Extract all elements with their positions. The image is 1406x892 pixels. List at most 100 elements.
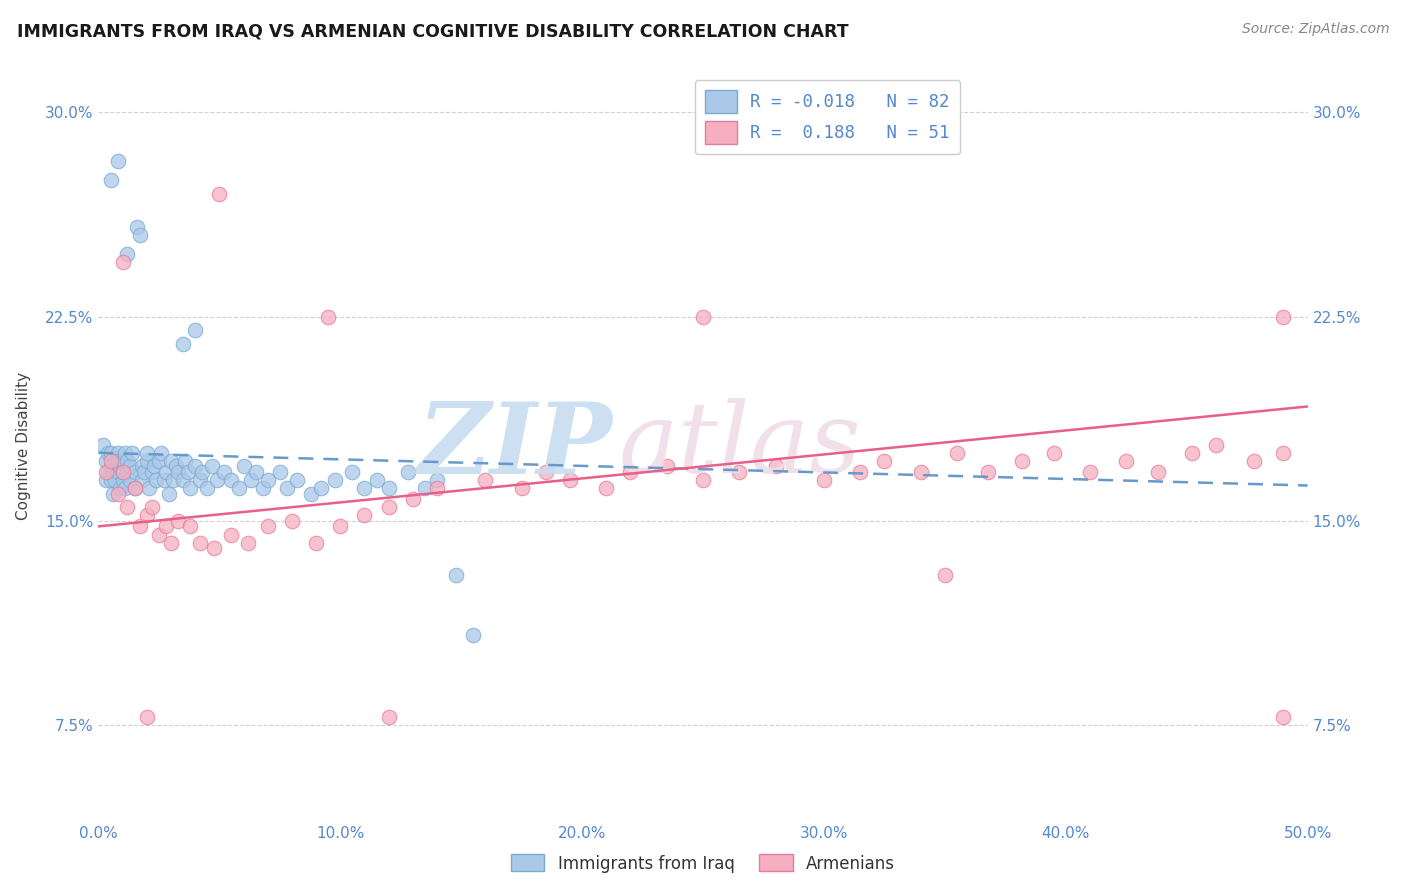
Point bbox=[108, 459, 131, 474]
Point bbox=[413, 481, 436, 495]
Point bbox=[148, 527, 170, 541]
Point bbox=[160, 454, 183, 468]
Point bbox=[91, 437, 114, 451]
Point bbox=[167, 514, 190, 528]
Point bbox=[155, 519, 177, 533]
Point bbox=[157, 486, 180, 500]
Point bbox=[150, 446, 173, 460]
Point bbox=[111, 465, 134, 479]
Point bbox=[117, 247, 139, 261]
Point bbox=[94, 473, 117, 487]
Point bbox=[239, 473, 262, 487]
Point bbox=[111, 255, 134, 269]
Point bbox=[117, 500, 139, 515]
Point bbox=[463, 628, 485, 642]
Point bbox=[212, 465, 235, 479]
Point bbox=[256, 473, 278, 487]
Point bbox=[299, 486, 322, 500]
Point bbox=[402, 492, 425, 507]
Point bbox=[114, 446, 136, 460]
Point bbox=[117, 454, 139, 468]
Point bbox=[107, 154, 129, 169]
Point bbox=[377, 500, 399, 515]
Point bbox=[1011, 454, 1033, 468]
Point bbox=[134, 465, 156, 479]
Point bbox=[165, 459, 187, 474]
Point bbox=[426, 473, 449, 487]
Point bbox=[100, 473, 122, 487]
Point bbox=[111, 465, 134, 479]
Point bbox=[184, 459, 207, 474]
Point bbox=[100, 454, 122, 468]
Point bbox=[107, 486, 129, 500]
Point bbox=[135, 710, 157, 724]
Point bbox=[107, 446, 129, 460]
Point bbox=[100, 446, 122, 460]
Point bbox=[135, 454, 157, 468]
Point bbox=[1180, 446, 1202, 460]
Point bbox=[1205, 437, 1227, 451]
Point bbox=[127, 219, 149, 234]
Point bbox=[934, 568, 956, 582]
Point bbox=[1115, 454, 1137, 468]
Point bbox=[108, 481, 131, 495]
Point bbox=[172, 336, 194, 351]
Text: IMMIGRANTS FROM IRAQ VS ARMENIAN COGNITIVE DISABILITY CORRELATION CHART: IMMIGRANTS FROM IRAQ VS ARMENIAN COGNITI… bbox=[17, 22, 848, 40]
Point bbox=[179, 519, 201, 533]
Point bbox=[329, 519, 352, 533]
Point bbox=[910, 465, 932, 479]
Point bbox=[1272, 446, 1295, 460]
Point bbox=[1042, 446, 1064, 460]
Point bbox=[426, 481, 449, 495]
Point bbox=[101, 465, 124, 479]
Point bbox=[205, 473, 228, 487]
Point bbox=[276, 481, 298, 495]
Point bbox=[104, 473, 127, 487]
Point bbox=[221, 527, 243, 541]
Point bbox=[117, 465, 139, 479]
Point bbox=[204, 541, 226, 556]
Point bbox=[692, 473, 714, 487]
Point bbox=[446, 568, 468, 582]
Point bbox=[191, 465, 214, 479]
Point bbox=[160, 535, 183, 549]
Point bbox=[201, 459, 224, 474]
Point bbox=[353, 481, 375, 495]
Point bbox=[179, 481, 201, 495]
Point bbox=[353, 508, 375, 523]
Point bbox=[114, 481, 136, 495]
Point bbox=[977, 465, 1000, 479]
Point bbox=[208, 186, 231, 201]
Point bbox=[366, 473, 388, 487]
Point bbox=[135, 508, 157, 523]
Point bbox=[124, 481, 146, 495]
Point bbox=[316, 310, 339, 324]
Point bbox=[162, 473, 184, 487]
Point bbox=[152, 473, 174, 487]
Point bbox=[269, 465, 291, 479]
Text: atlas: atlas bbox=[619, 399, 860, 493]
Point bbox=[256, 519, 278, 533]
Point bbox=[118, 459, 141, 474]
Point bbox=[121, 446, 143, 460]
Point bbox=[510, 481, 533, 495]
Point bbox=[765, 459, 787, 474]
Point bbox=[124, 481, 146, 495]
Point bbox=[1272, 310, 1295, 324]
Point bbox=[94, 465, 117, 479]
Point bbox=[849, 465, 872, 479]
Legend: Immigrants from Iraq, Armenians: Immigrants from Iraq, Armenians bbox=[505, 847, 901, 880]
Point bbox=[692, 310, 714, 324]
Point bbox=[138, 481, 160, 495]
Point bbox=[145, 473, 167, 487]
Point bbox=[595, 481, 617, 495]
Text: ZIP: ZIP bbox=[418, 398, 613, 494]
Point bbox=[534, 465, 557, 479]
Point bbox=[128, 227, 150, 242]
Point bbox=[655, 459, 678, 474]
Point bbox=[232, 459, 254, 474]
Point bbox=[100, 173, 122, 187]
Point bbox=[1272, 710, 1295, 724]
Point bbox=[377, 481, 399, 495]
Point bbox=[252, 481, 274, 495]
